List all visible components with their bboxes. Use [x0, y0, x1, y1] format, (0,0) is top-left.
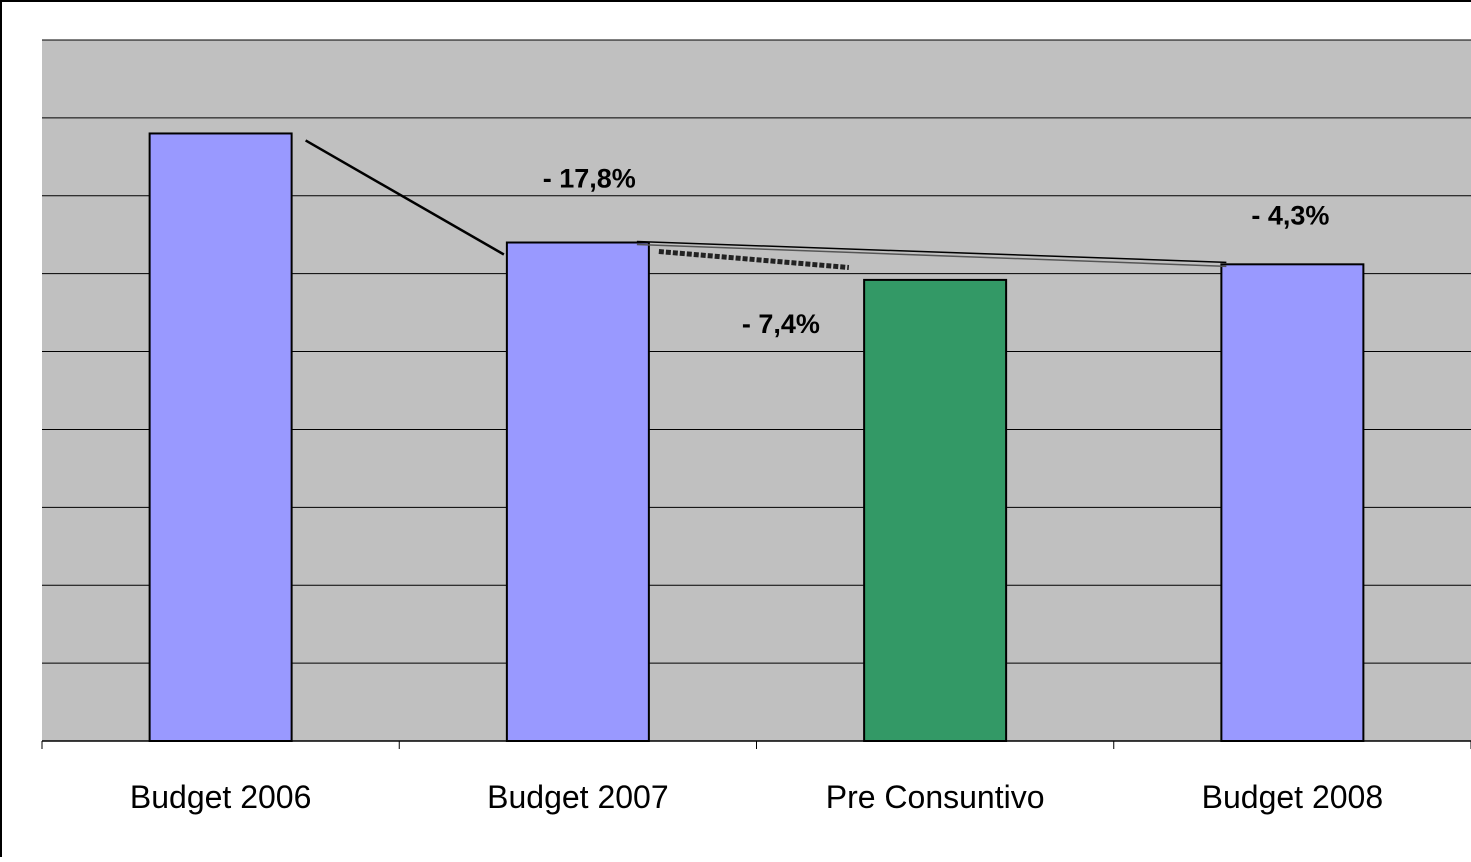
- x-tick-label: Budget 2006: [130, 779, 312, 815]
- connector-line: [305, 139, 505, 256]
- x-axis: [41, 740, 1471, 749]
- change-connectors: [305, 139, 1227, 271]
- connector-line: [636, 240, 1227, 264]
- x-tick-label: Budget 2008: [1202, 779, 1384, 815]
- labels: Budget 2006 Budget 2007 Pre Consuntivo Budg…: [130, 164, 1383, 815]
- connector-line: [658, 249, 850, 271]
- change-label: - 4,3%: [1251, 200, 1329, 230]
- bars: [148, 132, 1365, 742]
- bar-budget-2006: [148, 132, 293, 742]
- change-label: - 17,8%: [543, 164, 636, 194]
- bar-pre-consuntivo: [863, 278, 1008, 742]
- x-tick-label: Budget 2007: [487, 779, 669, 815]
- bar-budget-2008: [1220, 263, 1365, 742]
- bar-budget-2007: [505, 241, 650, 742]
- change-label: - 7,4%: [742, 309, 820, 339]
- x-tick-label: Pre Consuntivo: [826, 779, 1045, 815]
- connector-line: [636, 243, 1227, 268]
